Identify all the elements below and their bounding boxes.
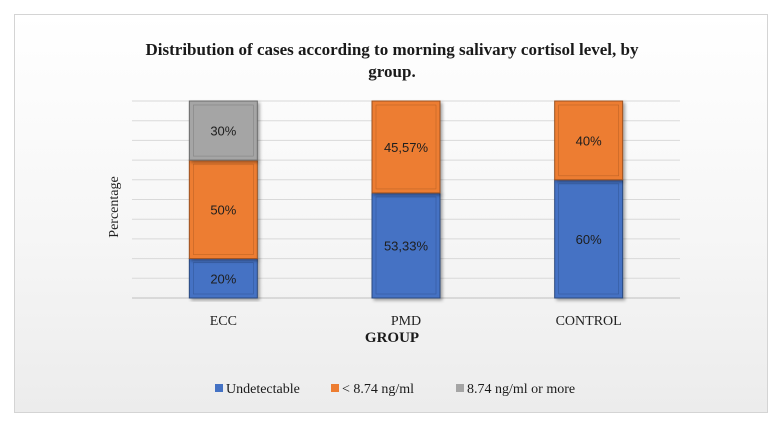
bars [188,100,624,299]
x-axis-title: GROUP [365,330,419,346]
bar-control-undetectable [554,179,624,299]
data-label: 60% [576,232,602,247]
x-tick-label: ECC [210,314,237,329]
legend: Undetectable < 8.74 ng/ml 8.74 ng/ml or mo… [215,382,575,397]
x-tick-label: CONTROL [556,314,622,329]
bar-segment-bevel [375,196,437,295]
x-tick-label: PMD [391,314,421,329]
bar-segment-bevel [375,104,437,190]
legend-swatch [456,384,464,392]
data-label: 45,57% [384,140,429,155]
data-label: 30% [210,124,236,139]
data-label: 50% [210,202,236,217]
y-axis-title: Percentage [107,176,122,237]
legend-label: < 8.74 ng/ml [342,382,414,397]
legend-item: Undetectable [215,382,300,397]
legend-swatch [215,384,223,392]
chart-frame: Distribution of cases according to morni… [14,14,768,413]
bar-segment-bevel [193,262,254,295]
bar-pmd-8-74-ng-ml [371,100,441,194]
chart-title-line-1: Distribution of cases according to morni… [146,40,639,59]
data-label: 20% [210,271,236,286]
bar-segment-bevel [193,163,254,255]
legend-swatch [331,384,339,392]
bar-ecc-undetectable [188,258,258,299]
legend-label: Undetectable [226,382,300,397]
legend-item: 8.74 ng/ml or more [456,382,575,397]
x-tick-labels: ECC PMD CONTROL [210,314,622,329]
legend-label: 8.74 ng/ml or more [467,382,575,397]
data-labels: 20% 50% 30% 53,33% 45,57% 60% 40% [210,124,602,287]
bar-ecc-8-74-ng-ml-or-more [188,100,258,161]
bar-ecc-8-74-ng-ml [188,159,258,260]
chart-title-line-2: group. [368,62,415,81]
bar-pmd-undetectable [371,192,441,299]
data-label: 53,33% [384,238,429,253]
chart-svg: Distribution of cases according to morni… [107,40,680,397]
bar-segment-bevel [193,104,254,157]
data-label: 40% [576,133,602,148]
bar-segment-bevel [558,183,619,295]
bar-segment-bevel [558,104,619,177]
legend-item: < 8.74 ng/ml [331,382,414,397]
bar-control-8-74-ng-ml [554,100,624,181]
